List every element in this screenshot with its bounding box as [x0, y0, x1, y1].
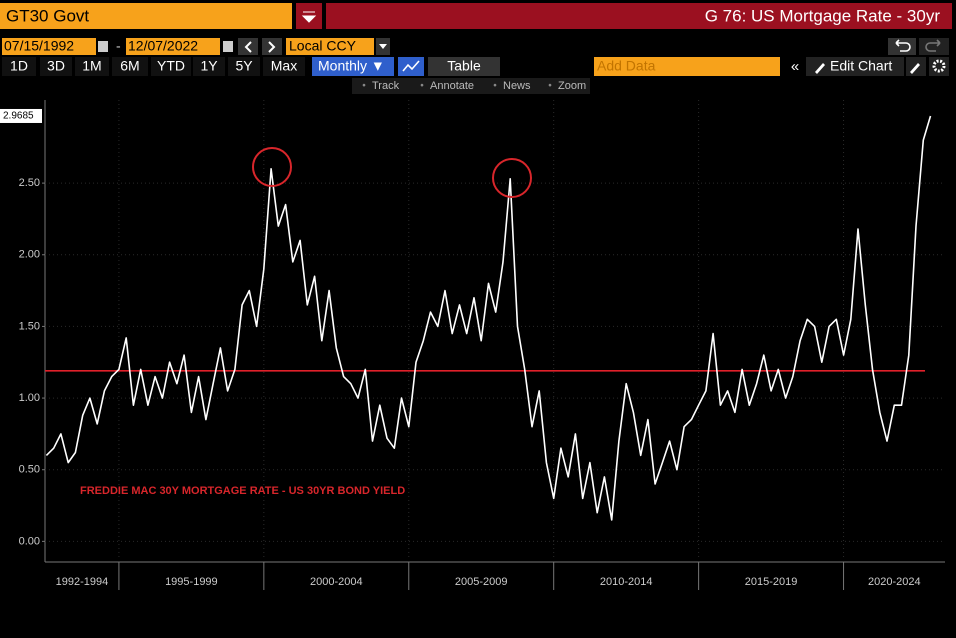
range-button[interactable]: [151, 57, 191, 76]
prev-button[interactable]: [238, 38, 258, 55]
collapse-icon[interactable]: «: [791, 58, 799, 75]
end-date-box[interactable]: [126, 38, 220, 55]
highlight-circle: [252, 147, 292, 187]
x-tick-label: 1995-1999: [165, 576, 218, 588]
add-data: Add Data: [597, 58, 656, 74]
edit-chart: Edit Chart: [830, 58, 892, 74]
frequency-button[interactable]: [312, 57, 394, 76]
next-icon: [268, 41, 276, 53]
settings-icon: [932, 59, 946, 73]
x-tick-label: 2010-2014: [600, 576, 653, 588]
dropdown-icon: [379, 44, 387, 49]
range-button[interactable]: [40, 57, 72, 76]
title-bar: [326, 3, 952, 29]
range-button[interactable]: [112, 57, 148, 76]
pencil-icon: [815, 63, 825, 74]
tools-bar: [352, 78, 590, 94]
last-value-label: 2.9685: [3, 111, 34, 122]
undo-icon: [895, 39, 911, 52]
range-label: 3D: [47, 58, 65, 74]
range-label: Max: [271, 58, 297, 74]
calendar-icon[interactable]: [223, 41, 233, 52]
redo-icon: [925, 39, 941, 52]
x-tick-label: 2015-2019: [745, 576, 798, 588]
range-button[interactable]: [75, 57, 109, 76]
settings-button[interactable]: [929, 57, 949, 76]
tool-label: Track: [372, 80, 400, 92]
end-date: 12/07/2022: [128, 38, 198, 54]
range-button[interactable]: [263, 57, 305, 76]
edit-chart-button[interactable]: [806, 57, 904, 76]
start-date-box[interactable]: [2, 38, 96, 55]
chart-name: G 76: US Mortgage Rate - 30yr: [705, 6, 941, 25]
currency-box[interactable]: [286, 38, 374, 55]
start-date: 07/15/1992: [4, 38, 74, 54]
currency: Local CCY: [289, 38, 357, 54]
highlight-circle: [492, 158, 532, 198]
range-button[interactable]: [228, 57, 260, 76]
tool-icon: •: [362, 81, 366, 92]
line-chart-button[interactable]: [398, 57, 424, 76]
y-tick-label: 1.00: [19, 392, 40, 404]
add-data-input[interactable]: [594, 57, 780, 76]
last-value-box: [0, 108, 42, 123]
line-icon: [402, 60, 420, 72]
annotation: FREDDIE MAC 30Y MORTGAGE RATE - US 30YR …: [80, 485, 405, 497]
y-tick-label: 2.50: [19, 177, 40, 189]
ticker-box[interactable]: [0, 3, 292, 29]
tool-label: Annotate: [430, 80, 474, 92]
range-label: 6M: [120, 58, 139, 74]
tool-label: News: [503, 80, 531, 92]
range-label: 1Y: [200, 58, 218, 74]
ticker: GT30 Govt: [6, 6, 89, 25]
edit-icon: [910, 63, 920, 74]
tool-label: Zoom: [558, 80, 586, 92]
x-tick-label: 2000-2004: [310, 576, 363, 588]
y-tick-label: 0.00: [19, 535, 40, 547]
next-button[interactable]: [262, 38, 282, 55]
table-button[interactable]: [428, 57, 500, 76]
undo-button[interactable]: [888, 38, 916, 55]
x-tick-label: 2005-2009: [455, 576, 508, 588]
y-tick-label: 0.50: [19, 464, 40, 476]
y-tick-label: 2.00: [19, 249, 40, 261]
range-button[interactable]: [193, 57, 225, 76]
tool-icon: •: [493, 81, 497, 92]
redo-button[interactable]: [919, 38, 949, 55]
x-tick-label: 1992-1994: [56, 576, 109, 588]
x-tick-label: 2020-2024: [868, 576, 921, 588]
y-tick-label: 1.50: [19, 320, 40, 332]
tool-icon: •: [420, 81, 424, 92]
range-label: 1D: [10, 58, 28, 74]
table: Table: [447, 58, 481, 74]
series-line: [45, 115, 932, 521]
prev-icon: [244, 41, 252, 53]
range-button[interactable]: [2, 57, 36, 76]
range-label: YTD: [157, 58, 185, 74]
tool-icon: •: [548, 81, 552, 92]
dropdown-icon: [301, 11, 317, 23]
range-label: 5Y: [235, 58, 253, 74]
range-label: 1M: [82, 58, 101, 74]
calendar-icon[interactable]: [98, 41, 108, 52]
date-separator: -: [116, 38, 121, 54]
frequency: Monthly ▼: [318, 58, 385, 74]
